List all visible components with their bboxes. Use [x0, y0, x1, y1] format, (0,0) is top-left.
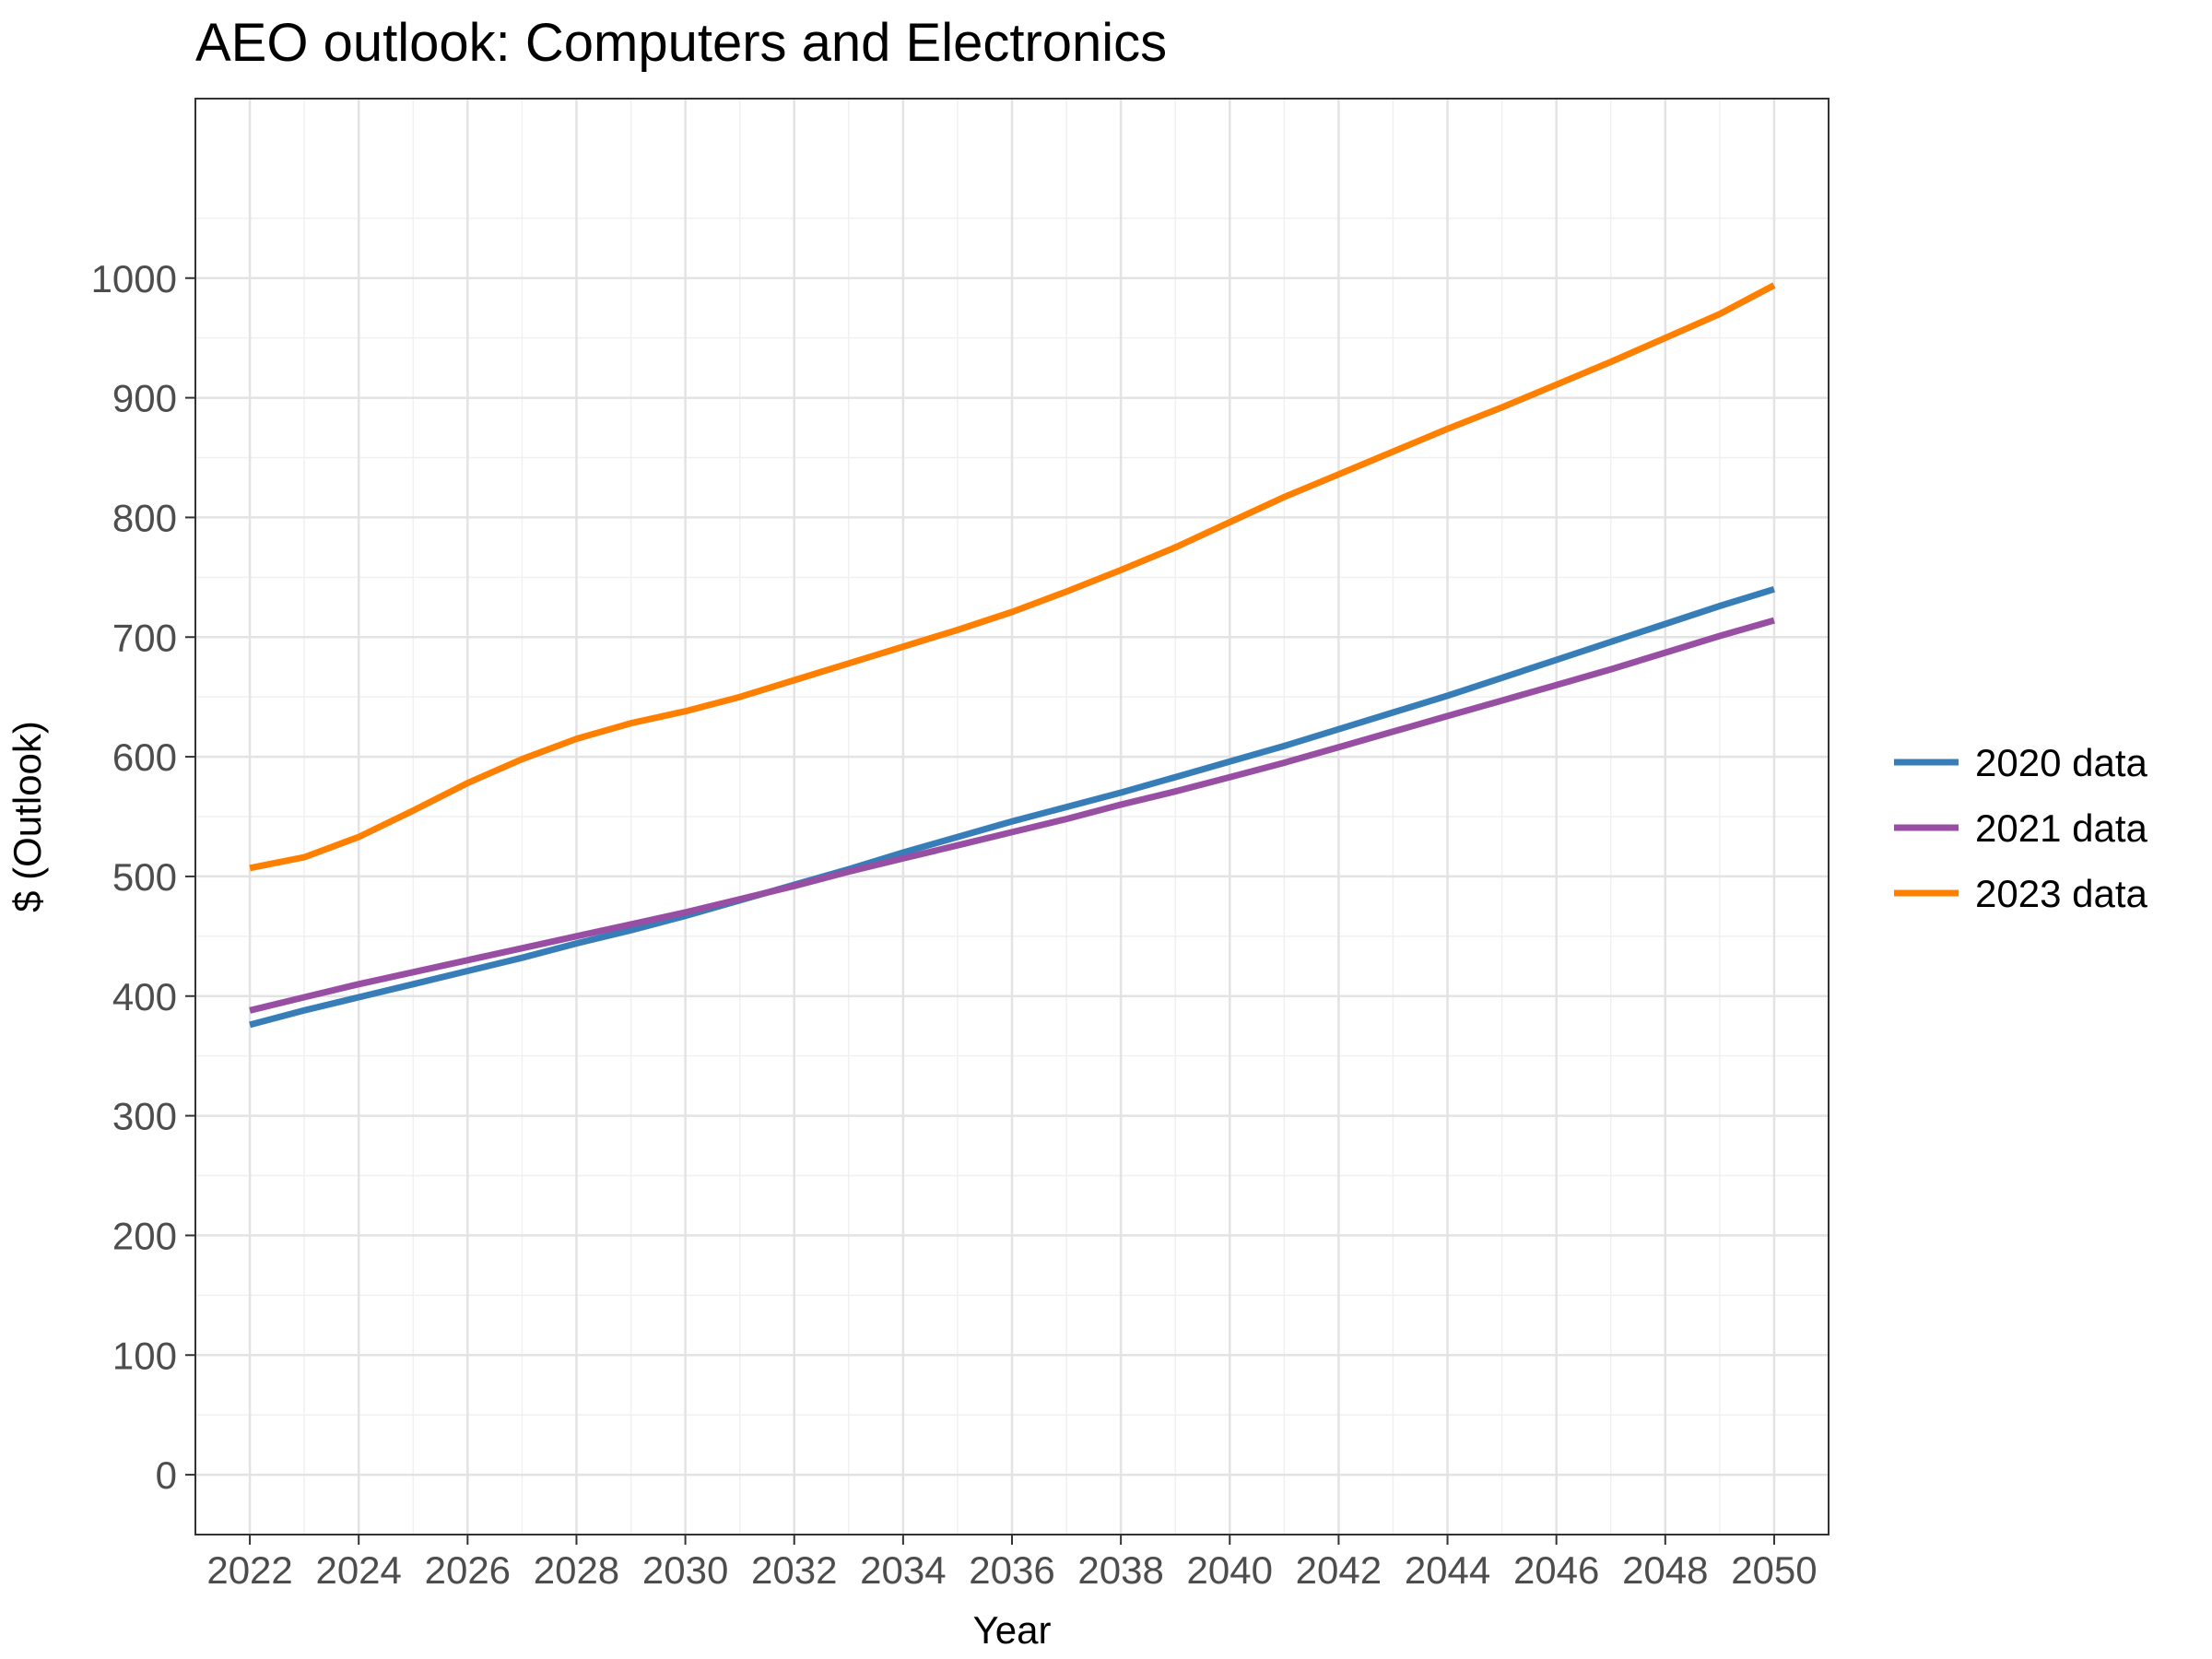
x-tick-label: 2036: [969, 1548, 1054, 1592]
y-tick-label: 0: [156, 1453, 177, 1497]
y-axis: 0 100 200 300 400 500 600 700 800 900 1000: [91, 257, 195, 1497]
y-tick-label: 100: [112, 1334, 177, 1377]
y-tick-label: 400: [112, 975, 177, 1018]
x-tick-label: 2022: [206, 1548, 292, 1592]
x-tick-label: 2046: [1513, 1548, 1599, 1592]
legend-label-2: 2023 data: [1975, 872, 2147, 915]
x-tick-label: 2026: [425, 1548, 511, 1592]
grid-major: [195, 99, 1829, 1535]
x-tick-label: 2040: [1187, 1548, 1273, 1592]
y-tick-label: 200: [112, 1214, 177, 1257]
x-tick-label: 2024: [315, 1548, 401, 1592]
y-tick-label: 500: [112, 855, 177, 899]
y-tick-label: 900: [112, 377, 177, 420]
series-line-0: [249, 585, 1775, 1029]
series-lines: [249, 282, 1776, 1029]
series-line-2: [249, 282, 1776, 872]
x-tick-label: 2042: [1296, 1548, 1382, 1592]
x-tick-label: 2050: [1731, 1548, 1817, 1592]
series-line-1: [249, 617, 1775, 1014]
y-tick-label: 600: [112, 735, 177, 779]
x-axis: 2022 2024 2026 2028 2030 2032 2034 2036 2038 2040…: [206, 1535, 1818, 1592]
x-tick-label: 2044: [1405, 1548, 1490, 1592]
x-tick-label: 2034: [860, 1548, 946, 1592]
y-tick-label: 800: [112, 496, 177, 539]
y-axis-title: $ (Outlook): [6, 721, 49, 912]
x-tick-label: 2028: [534, 1548, 619, 1592]
x-tick-label: 2038: [1077, 1548, 1163, 1592]
x-axis-title: Year: [973, 1608, 1052, 1652]
x-tick-label: 2032: [751, 1548, 837, 1592]
y-tick-label: 1000: [91, 257, 177, 300]
y-tick-label: 300: [112, 1095, 177, 1138]
legend: 2020 data 2021 data 2023 data: [1894, 741, 2147, 915]
x-tick-label: 2030: [642, 1548, 728, 1592]
x-tick-label: 2048: [1622, 1548, 1708, 1592]
legend-label-0: 2020 data: [1975, 741, 2147, 784]
chart-title: AEO outlook: Computers and Electronics: [195, 13, 1167, 73]
y-tick-label: 700: [112, 616, 177, 659]
legend-label-1: 2021 data: [1975, 806, 2147, 850]
